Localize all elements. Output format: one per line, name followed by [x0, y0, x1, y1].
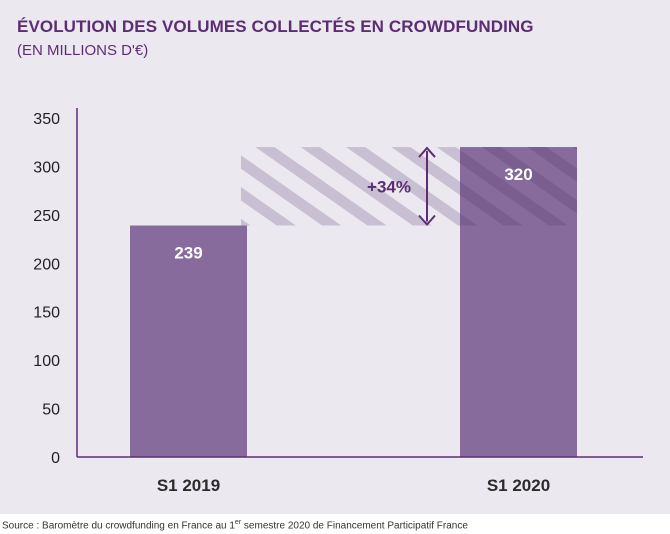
chart-title: ÉVOLUTION DES VOLUMES COLLECTÉS EN CROWD… — [17, 17, 534, 36]
growth-annotation: +34% — [367, 177, 411, 196]
bar-data-label: 320 — [504, 165, 532, 184]
y-tick-label: 50 — [42, 402, 60, 419]
bar-chart: 0 50 100 150 200 250 300 350 S1 2019 S1 2020 239 32… — [33, 108, 643, 495]
chart-subtitle: (EN MILLIONS D'€) — [17, 42, 149, 59]
x-category-label: S1 2019 — [157, 476, 220, 495]
arrow-head-bottom — [418, 214, 436, 227]
bar-growth-overlay — [460, 147, 577, 226]
source-suffix: semestre 2020 de Financement Participati… — [241, 520, 468, 532]
source-prefix: Source : Baromètre du crowdfunding en Fr… — [2, 520, 235, 532]
y-tick-label: 250 — [33, 208, 60, 225]
x-category-label: S1 2020 — [487, 476, 550, 495]
y-tick-label: 350 — [33, 111, 60, 128]
y-tick-label: 300 — [33, 159, 60, 176]
y-tick-label: 200 — [33, 256, 60, 273]
source-superscript: er — [234, 519, 242, 526]
y-tick-label: 150 — [33, 305, 60, 322]
source-note: Source : Baromètre du crowdfunding en Fr… — [2, 519, 468, 531]
bar-s1-2019 — [130, 225, 247, 457]
y-tick-label: 0 — [51, 450, 60, 467]
arrow-head-top — [418, 146, 436, 158]
y-tick-label: 100 — [33, 353, 60, 370]
growth-band — [241, 147, 460, 226]
bar-data-label: 239 — [174, 244, 202, 263]
